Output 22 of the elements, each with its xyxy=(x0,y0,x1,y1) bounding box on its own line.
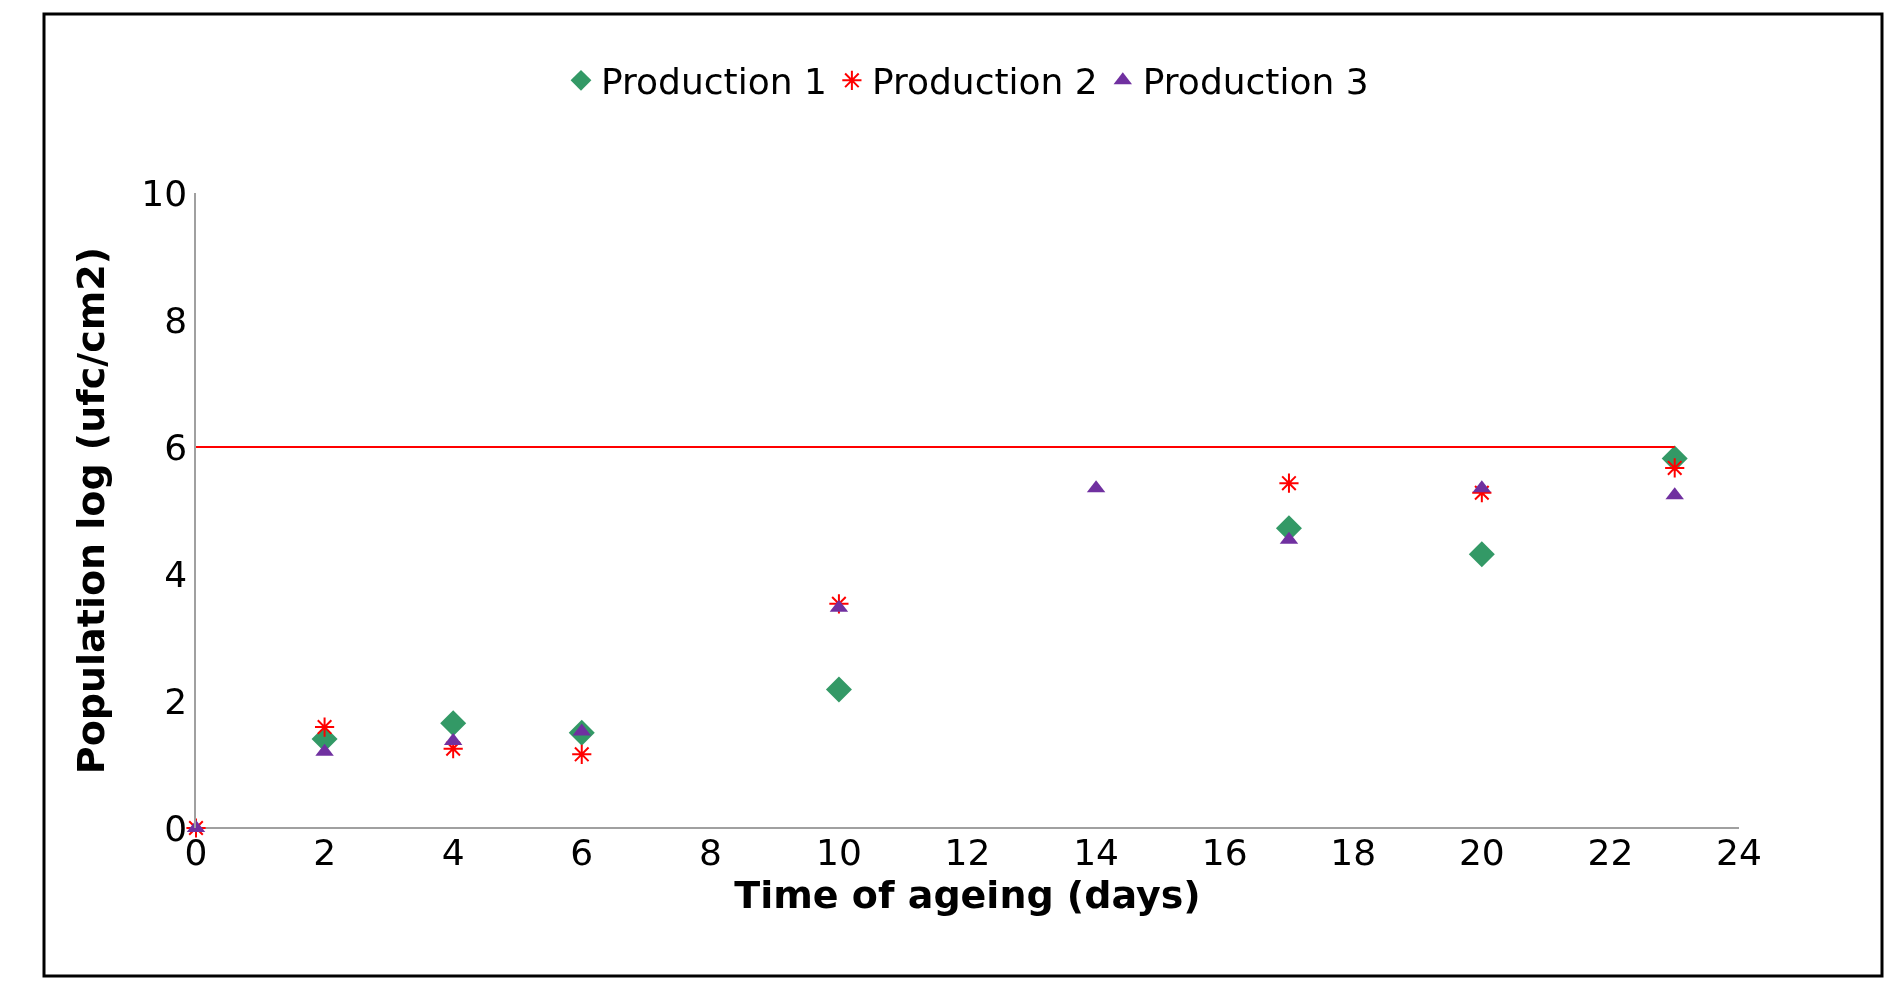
x-tick-label: 10 xyxy=(816,832,862,873)
x-tick-label: 6 xyxy=(570,832,594,873)
x-tick-label: 14 xyxy=(1073,832,1119,873)
x-tick-label: 12 xyxy=(944,832,991,873)
y-tick-label: 8 xyxy=(164,299,188,341)
x-tick-label: 24 xyxy=(1716,832,1762,873)
x-tick-label: 16 xyxy=(1201,832,1248,873)
y-tick-label: 2 xyxy=(164,680,188,722)
y-tick-label: 10 xyxy=(141,172,188,214)
legend-label: Production 3 xyxy=(1142,61,1369,103)
y-axis-title: Population log (ufc/cm2) xyxy=(68,246,113,775)
legend-label: Production 2 xyxy=(871,61,1098,103)
legend-label: Production 1 xyxy=(601,61,827,103)
x-tick-label: 18 xyxy=(1330,832,1377,873)
x-tick-label: 4 xyxy=(441,832,465,873)
x-tick-label: 8 xyxy=(698,832,722,873)
y-tick-label: 4 xyxy=(164,553,188,595)
x-tick-label: 2 xyxy=(313,832,337,873)
x-tick-label: 20 xyxy=(1458,832,1505,873)
y-tick-label: 6 xyxy=(164,426,188,468)
x-tick-label: 22 xyxy=(1587,832,1634,873)
x-axis-title: Time of ageing (days) xyxy=(734,873,1201,917)
